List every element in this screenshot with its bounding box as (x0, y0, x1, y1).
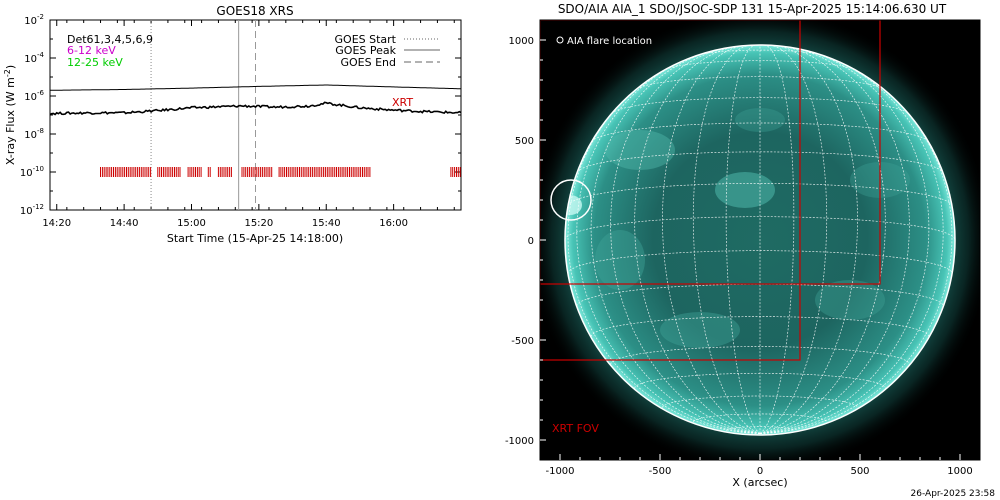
goes-event-markers (150, 20, 256, 210)
grid-line (759, 45, 886, 434)
goes-series-2 (49, 101, 462, 116)
grid-line (567, 80, 761, 434)
grid-line (759, 54, 944, 434)
grid-line (759, 47, 910, 434)
flare-legend-text: AIA flare location (567, 36, 652, 47)
grid-line (759, 45, 858, 434)
grid-line (697, 49, 823, 56)
plot-timestamp: 26-Apr-2025 23:58 (911, 489, 996, 499)
grid-line (759, 48, 930, 434)
goes-legend-right: GOES Start GOES Peak GOES End (335, 33, 440, 69)
grid-line (725, 44, 761, 434)
aia-y-tick-label: -500 (511, 336, 534, 347)
flare-legend-icon (556, 36, 564, 44)
goes-xlabel: Start Time (15-Apr-25 14:18:00) (167, 232, 343, 245)
heliographic-grid (564, 44, 956, 434)
goes-y-tick-label: 10-4 (24, 51, 44, 65)
goes-x-tick-label: 16:00 (379, 218, 408, 229)
grid-line (634, 45, 761, 434)
goes-y-axis: 10-2 10-4 10-6 10-8 10-10 10-12 (20, 13, 461, 217)
aia-x-tick-label: -1000 (545, 466, 574, 477)
legend-detectors: Det61,3,4,5,6,9 (67, 33, 153, 46)
legend-6-12kev: 6-12 keV (67, 44, 116, 57)
aia-title: SDO/AIA AIA_1 SDO/JSOC-SDP 131 15-Apr-20… (558, 2, 947, 16)
limb-circle (564, 44, 956, 436)
legend-goes-start: GOES Start (335, 33, 397, 46)
grid-line (611, 97, 909, 114)
aia-y-tick-label: -1000 (505, 436, 534, 447)
goes-y-tick-label: 10-8 (24, 127, 44, 141)
legend-goes-end: GOES End (340, 56, 396, 69)
goes-x-axis: 14:20 14:40 15:00 15:20 15:40 16:00 (42, 20, 455, 229)
goes-legend-left: Det61,3,4,5,6,9 6-12 keV 12-25 keV (67, 33, 153, 69)
goes-ylabel: X-ray Flux (W m-2) (3, 65, 17, 165)
goes-x-tick-label: 14:20 (42, 218, 71, 229)
goes-y-tick-label: 10-12 (20, 203, 44, 217)
grid-line (759, 80, 953, 434)
grid-line (576, 54, 761, 434)
goes-series-1 (50, 84, 462, 91)
goes-x-tick-label: 15:00 (177, 218, 206, 229)
goes-series (49, 84, 462, 116)
grid-line (662, 45, 761, 434)
aia-x-tick-label: 0 (757, 466, 763, 477)
legend-12-25kev: 12-25 keV (67, 56, 123, 69)
grid-line (610, 346, 910, 365)
goes-panel: GOES18 XRS X-ray Flux (W m-2) 10-210-410… (3, 4, 462, 245)
xrt-label: XRT (392, 96, 413, 109)
aia-x-tick-label: 500 (850, 466, 869, 477)
goes-y-tick-label: 10-2 (24, 13, 44, 27)
flare-location-circle (550, 179, 592, 221)
xrt-fov-label: XRT FOV (552, 422, 599, 435)
aia-panel: SDO/AIA AIA_1 SDO/JSOC-SDP 131 15-Apr-20… (505, 2, 995, 499)
xrt-fov-boxes (540, 20, 881, 361)
grid-line (590, 48, 761, 434)
aia-x-axis: -1000 -500 0 500 1000 (545, 454, 973, 477)
goes-y-tick-label: 10-10 (20, 165, 44, 179)
aia-y-tick-label: 1000 (509, 36, 534, 47)
goes-title: GOES18 XRS (216, 4, 293, 18)
aia-x-tick-label: -500 (649, 466, 672, 477)
goes-x-tick-label: 15:20 (244, 218, 273, 229)
aia-xlabel: X (arcsec) (732, 476, 787, 489)
goes-y-tick-label: 10-6 (24, 89, 44, 103)
aia-x-tick-label: 1000 (947, 466, 972, 477)
xrt-fov-box (540, 20, 881, 285)
grid-line (591, 122, 929, 143)
xrt-fov-box (540, 20, 801, 361)
aia-y-axis: 1000 500 0 -500 -1000 (505, 36, 546, 447)
legend-goes-peak: GOES Peak (335, 44, 396, 57)
aia-y-tick-label: 500 (515, 136, 534, 147)
grid-line (610, 47, 761, 434)
xrt-coverage (100, 167, 461, 177)
goes-x-tick-label: 15:40 (312, 218, 341, 229)
aia-y-tick-label: 0 (528, 236, 534, 247)
goes-x-tick-label: 14:40 (110, 218, 139, 229)
grid-line (759, 44, 795, 434)
grid-line (636, 76, 884, 90)
